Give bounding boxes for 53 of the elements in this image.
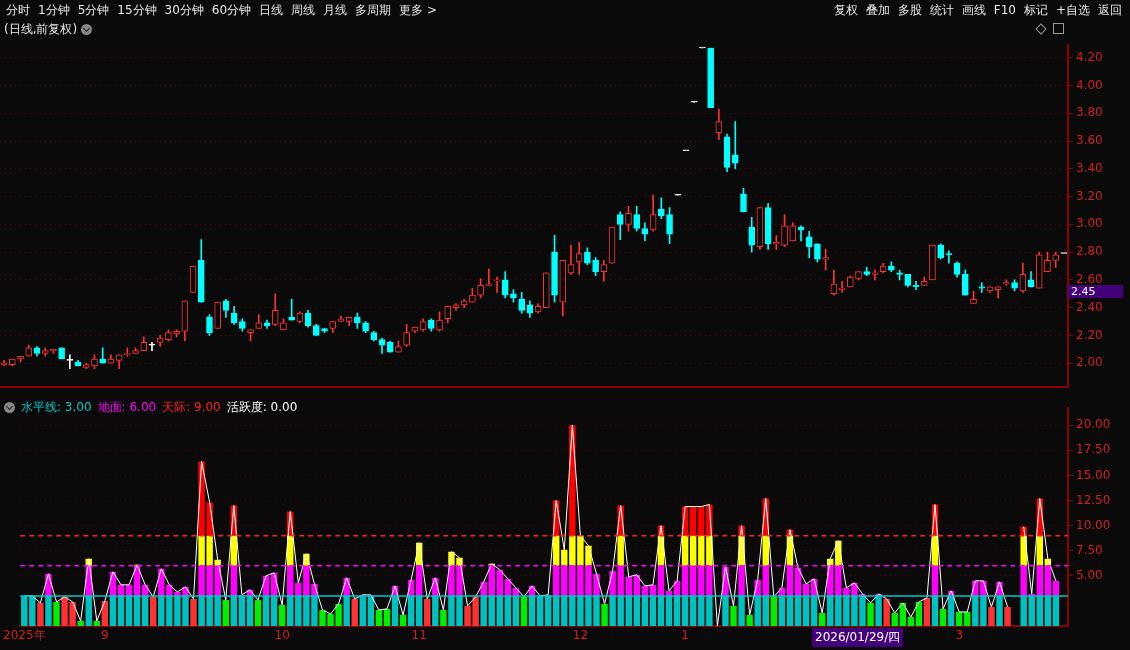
- x-tick-label: 9: [101, 628, 109, 643]
- text: 1分钟: [37, 1, 71, 19]
- y-tick-label: 5.00: [1076, 567, 1103, 582]
- y-tick-label: 4.20: [1076, 49, 1103, 64]
- y-tick-label: 2.00: [1076, 355, 1103, 370]
- y-tick-label: 3.60: [1076, 133, 1103, 148]
- text: 60分钟: [210, 1, 253, 19]
- text: 返回: [1097, 1, 1123, 19]
- x-tick-label: 12: [572, 628, 589, 643]
- text: 多周期: [354, 1, 393, 19]
- text: 分时: [5, 1, 31, 19]
- ref-line-label: 天际: 9.00: [162, 399, 221, 416]
- y-tick-label: 3.40: [1076, 160, 1103, 175]
- text: 2.45: [1068, 285, 1123, 298]
- y-tick-label: 3.00: [1076, 216, 1103, 231]
- text: 复权: [832, 1, 859, 19]
- y-tick-label: 3.80: [1076, 105, 1103, 120]
- text: F10: [992, 3, 1017, 17]
- text: 15分钟: [116, 1, 158, 19]
- y-tick-label: 3.20: [1076, 188, 1103, 203]
- text: 月线: [322, 1, 349, 19]
- x-tick-label: 10: [274, 628, 290, 643]
- text: 5分钟: [76, 1, 111, 19]
- ref-line-label: 水平线: 3.00: [21, 399, 92, 416]
- text: 多股: [896, 1, 923, 19]
- y-tick-label: 2.40: [1076, 299, 1103, 314]
- y-tick-label: 2.60: [1076, 272, 1103, 286]
- x-tick-label: 11: [411, 628, 427, 643]
- chart-title: (日线,前复权): [4, 22, 78, 36]
- text: 更多 >: [398, 1, 438, 19]
- y-tick-label: 12.50: [1076, 492, 1111, 507]
- x-tick-label: 2025年: [3, 628, 46, 643]
- x-tick-label: 3: [955, 628, 964, 643]
- y-tick-label: 7.50: [1076, 542, 1103, 557]
- text: 标记: [1022, 1, 1049, 19]
- y-tick-label: 17.50: [1076, 442, 1111, 457]
- x-tick-label: 1: [681, 628, 689, 643]
- text: 30分钟: [163, 1, 205, 19]
- y-tick-label: 15.00: [1076, 467, 1111, 482]
- y-tick-label: 4.00: [1076, 77, 1103, 92]
- annotation: 活跃度: 0.00: [226, 399, 298, 416]
- y-tick-label: 2.80: [1076, 244, 1103, 259]
- text: 统计: [928, 1, 955, 19]
- text: 叠加: [864, 1, 891, 19]
- text: 日线: [258, 1, 285, 19]
- text: +自选: [1054, 1, 1091, 19]
- text: 2026/01/29/四: [812, 628, 904, 647]
- y-tick-label: 2.20: [1076, 327, 1103, 342]
- y-tick-label: 20.00: [1076, 417, 1111, 432]
- y-tick-label: 10.00: [1076, 517, 1111, 532]
- text: 周线: [290, 1, 317, 19]
- ref-line-label: 地面: 6.00: [97, 399, 157, 416]
- text: 画线: [960, 1, 987, 19]
